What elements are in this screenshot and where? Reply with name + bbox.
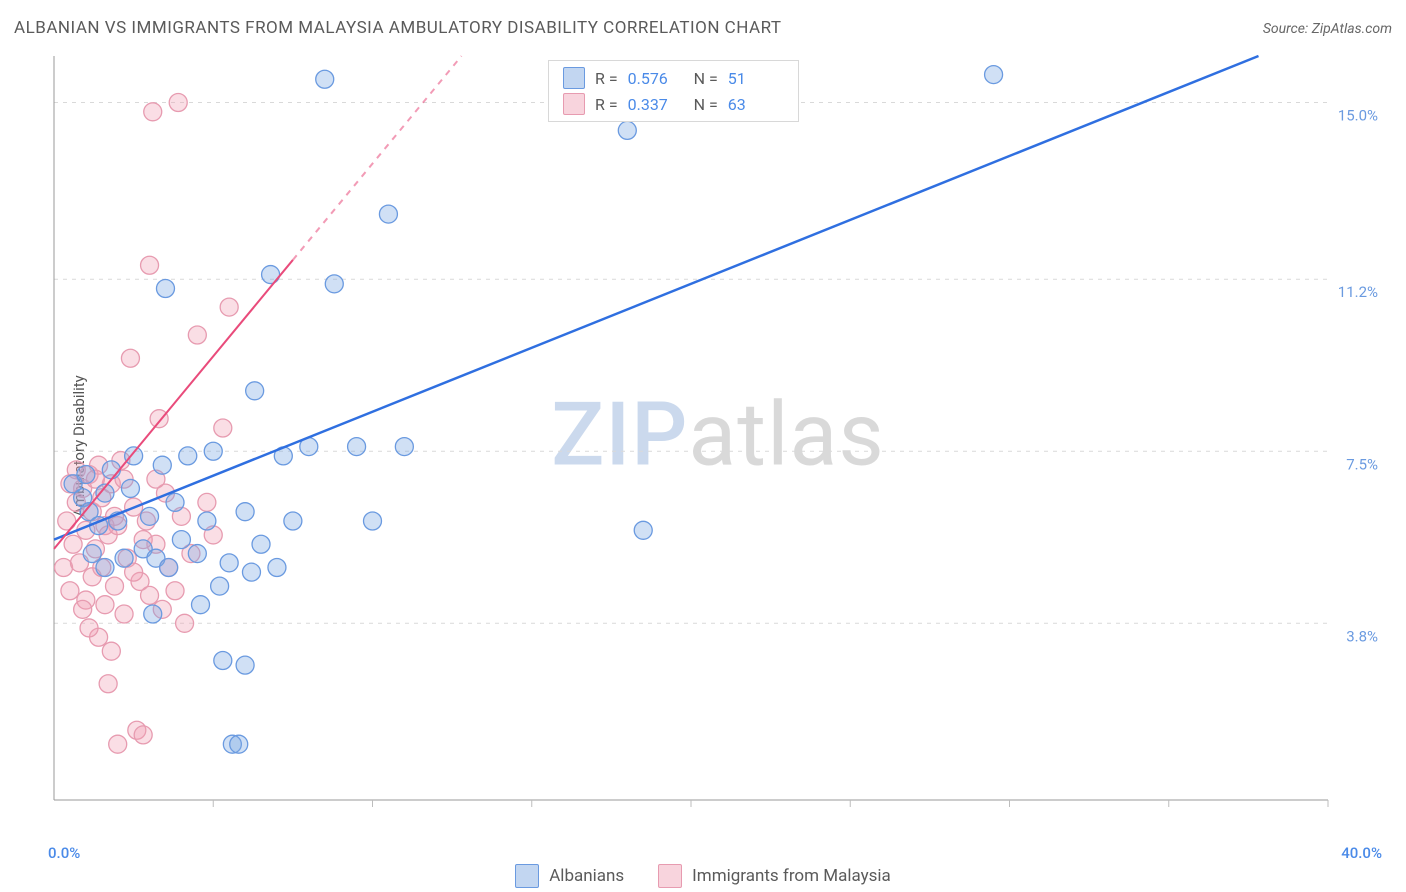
- svg-text:7.5%: 7.5%: [1346, 455, 1378, 473]
- legend-item-albanians: Albanians: [515, 864, 624, 888]
- swatch-blue: [515, 864, 539, 888]
- legend-item-malaysia: Immigrants from Malaysia: [658, 864, 891, 888]
- legend-r-label: R =: [595, 69, 618, 88]
- legend-r-value-1: 0.576: [628, 69, 684, 88]
- plot-svg: 3.8% 7.5% 11.2% 15.0%: [48, 50, 1388, 830]
- chart-title: ALBANIAN VS IMMIGRANTS FROM MALAYSIA AMB…: [14, 18, 782, 38]
- legend-label-2: Immigrants from Malaysia: [692, 866, 891, 886]
- x-axis-origin-label: 0.0%: [48, 844, 80, 862]
- scatter-plot: ZIPatlas 3.8%7.5%11.2%15.0% R = 0.576 N …: [48, 50, 1388, 830]
- series-legend: Albanians Immigrants from Malaysia: [0, 864, 1406, 888]
- source-label: Source: ZipAtlas.com: [1263, 21, 1392, 37]
- swatch-pink: [658, 864, 682, 888]
- legend-r-label: R =: [595, 95, 618, 114]
- svg-text:15.0%: 15.0%: [1338, 107, 1378, 125]
- legend-row-malaysia: R = 0.337 N = 63: [563, 91, 784, 117]
- correlation-legend: R = 0.576 N = 51 R = 0.337 N = 63: [548, 60, 799, 122]
- legend-label-1: Albanians: [549, 866, 624, 886]
- swatch-pink: [563, 93, 585, 115]
- legend-n-value-1: 51: [728, 69, 784, 88]
- legend-n-label: N =: [694, 95, 718, 114]
- legend-n-label: N =: [694, 69, 718, 88]
- svg-text:11.2%: 11.2%: [1338, 283, 1378, 301]
- legend-n-value-2: 63: [728, 95, 784, 114]
- x-axis-end-label: 40.0%: [1341, 844, 1382, 862]
- swatch-blue: [563, 67, 585, 89]
- legend-row-albanians: R = 0.576 N = 51: [563, 65, 784, 91]
- legend-r-value-2: 0.337: [628, 95, 684, 114]
- svg-text:3.8%: 3.8%: [1346, 627, 1378, 645]
